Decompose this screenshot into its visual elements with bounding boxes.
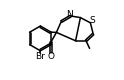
Text: O: O (47, 52, 54, 61)
Text: S: S (89, 16, 95, 25)
Text: Br: Br (35, 52, 45, 61)
Text: N: N (67, 10, 73, 19)
